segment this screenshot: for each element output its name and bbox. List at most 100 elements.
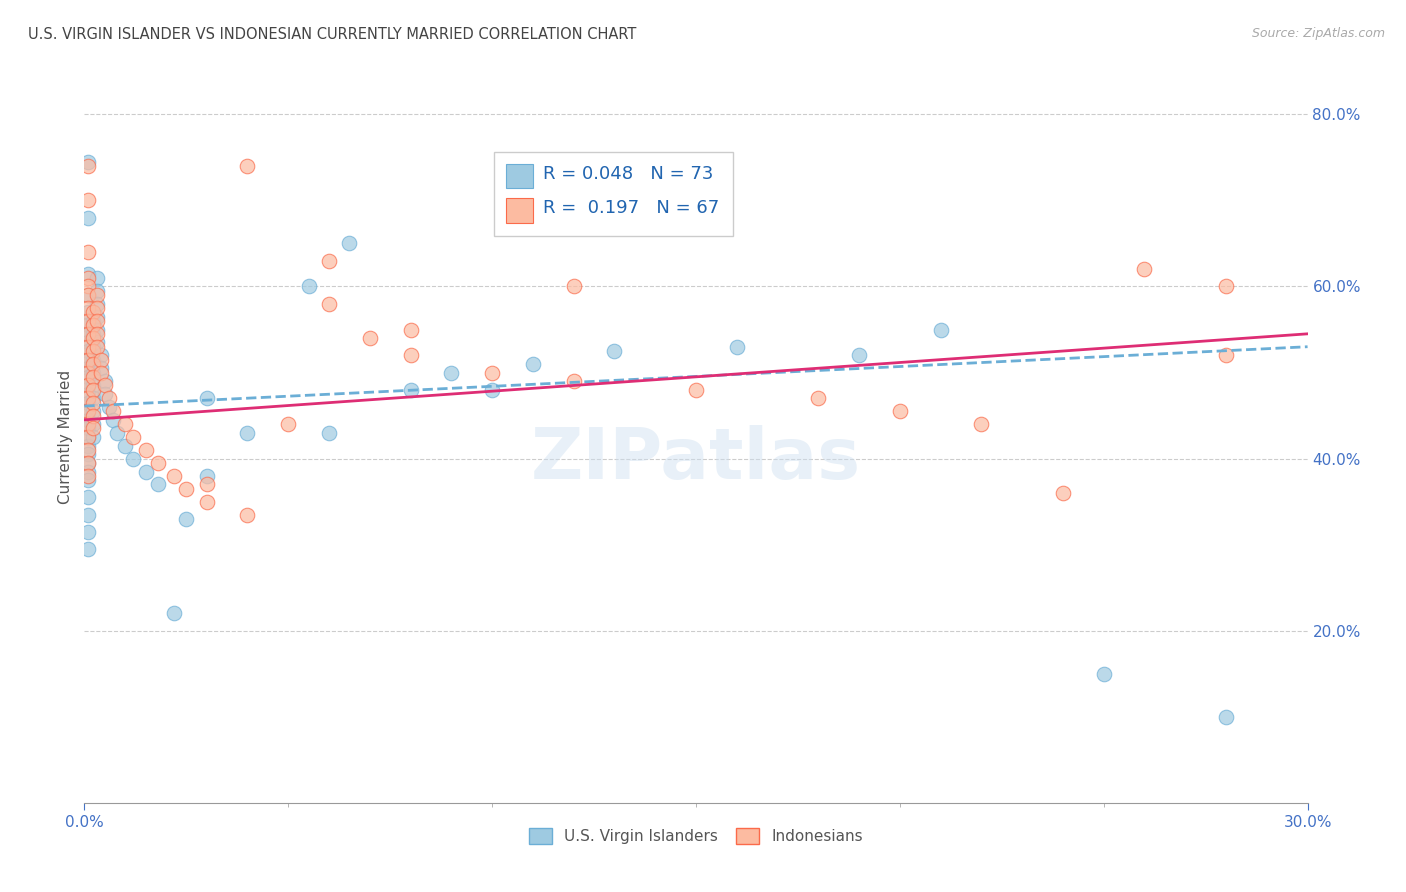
- Point: [77, 305, 100, 319]
- Point: [163, 607, 186, 621]
- Point: [77, 378, 100, 392]
- Point: [77, 326, 100, 341]
- Point: [236, 159, 259, 173]
- Point: [1052, 486, 1074, 500]
- Point: [82, 395, 104, 409]
- Point: [105, 425, 128, 440]
- Point: [82, 344, 104, 359]
- Point: [82, 417, 104, 432]
- Point: [77, 340, 100, 354]
- Point: [77, 491, 100, 505]
- Point: [318, 253, 340, 268]
- Point: [562, 374, 585, 388]
- Point: [77, 456, 100, 470]
- Point: [82, 357, 104, 371]
- Point: [77, 439, 100, 453]
- Point: [146, 456, 169, 470]
- FancyBboxPatch shape: [506, 163, 533, 188]
- Point: [86, 301, 108, 315]
- Point: [440, 366, 463, 380]
- Point: [86, 322, 108, 336]
- Point: [82, 340, 104, 354]
- Point: [807, 392, 830, 406]
- Point: [174, 482, 197, 496]
- Point: [77, 154, 100, 169]
- FancyBboxPatch shape: [494, 152, 733, 235]
- Point: [77, 395, 100, 409]
- Point: [97, 392, 120, 406]
- Point: [82, 314, 104, 328]
- Point: [97, 400, 120, 414]
- Point: [77, 378, 100, 392]
- Point: [889, 404, 911, 418]
- Point: [77, 245, 100, 260]
- Point: [77, 267, 100, 281]
- Point: [86, 314, 108, 328]
- Point: [399, 348, 422, 362]
- Point: [195, 477, 218, 491]
- Point: [82, 421, 104, 435]
- Point: [114, 439, 136, 453]
- Point: [82, 352, 104, 367]
- Point: [82, 392, 104, 406]
- Point: [86, 326, 108, 341]
- Point: [399, 383, 422, 397]
- Point: [82, 366, 104, 380]
- Point: [101, 413, 124, 427]
- Point: [86, 310, 108, 324]
- Point: [77, 301, 100, 315]
- Point: [77, 318, 100, 333]
- Point: [77, 541, 100, 556]
- Point: [277, 417, 299, 432]
- Point: [77, 413, 100, 427]
- Point: [77, 279, 100, 293]
- Point: [114, 417, 136, 432]
- Point: [318, 425, 340, 440]
- Text: ZIPatlas: ZIPatlas: [531, 425, 860, 493]
- Point: [195, 468, 218, 483]
- Point: [77, 211, 100, 225]
- Point: [77, 447, 100, 461]
- Point: [236, 425, 259, 440]
- Point: [603, 344, 626, 359]
- Point: [77, 421, 100, 435]
- Point: [77, 194, 100, 208]
- Point: [77, 456, 100, 470]
- Point: [1215, 279, 1237, 293]
- Point: [77, 314, 100, 328]
- Point: [77, 404, 100, 418]
- Point: [82, 369, 104, 384]
- Point: [339, 236, 361, 251]
- Point: [122, 430, 145, 444]
- Point: [77, 404, 100, 418]
- Legend: U.S. Virgin Islanders, Indonesians: U.S. Virgin Islanders, Indonesians: [523, 822, 869, 850]
- Point: [77, 366, 100, 380]
- Point: [82, 318, 104, 333]
- Point: [77, 352, 100, 367]
- Point: [174, 512, 197, 526]
- Point: [1092, 666, 1115, 681]
- Point: [82, 326, 104, 341]
- Point: [77, 335, 100, 350]
- Point: [1133, 262, 1156, 277]
- Point: [725, 340, 748, 354]
- Point: [82, 383, 104, 397]
- Point: [1215, 348, 1237, 362]
- Point: [93, 374, 115, 388]
- Point: [101, 404, 124, 418]
- Point: [93, 387, 115, 401]
- Point: [481, 366, 503, 380]
- Point: [77, 361, 100, 376]
- Point: [77, 473, 100, 487]
- Point: [77, 271, 100, 285]
- Point: [93, 378, 115, 392]
- Point: [86, 288, 108, 302]
- Point: [236, 508, 259, 522]
- Point: [135, 465, 157, 479]
- Point: [90, 352, 112, 367]
- Point: [298, 279, 321, 293]
- Point: [685, 383, 707, 397]
- Point: [82, 430, 104, 444]
- Point: [77, 468, 100, 483]
- Point: [82, 404, 104, 418]
